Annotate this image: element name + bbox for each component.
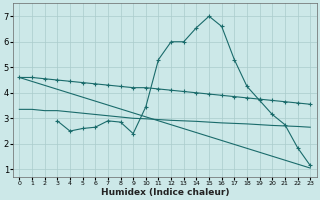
X-axis label: Humidex (Indice chaleur): Humidex (Indice chaleur) bbox=[100, 188, 229, 197]
